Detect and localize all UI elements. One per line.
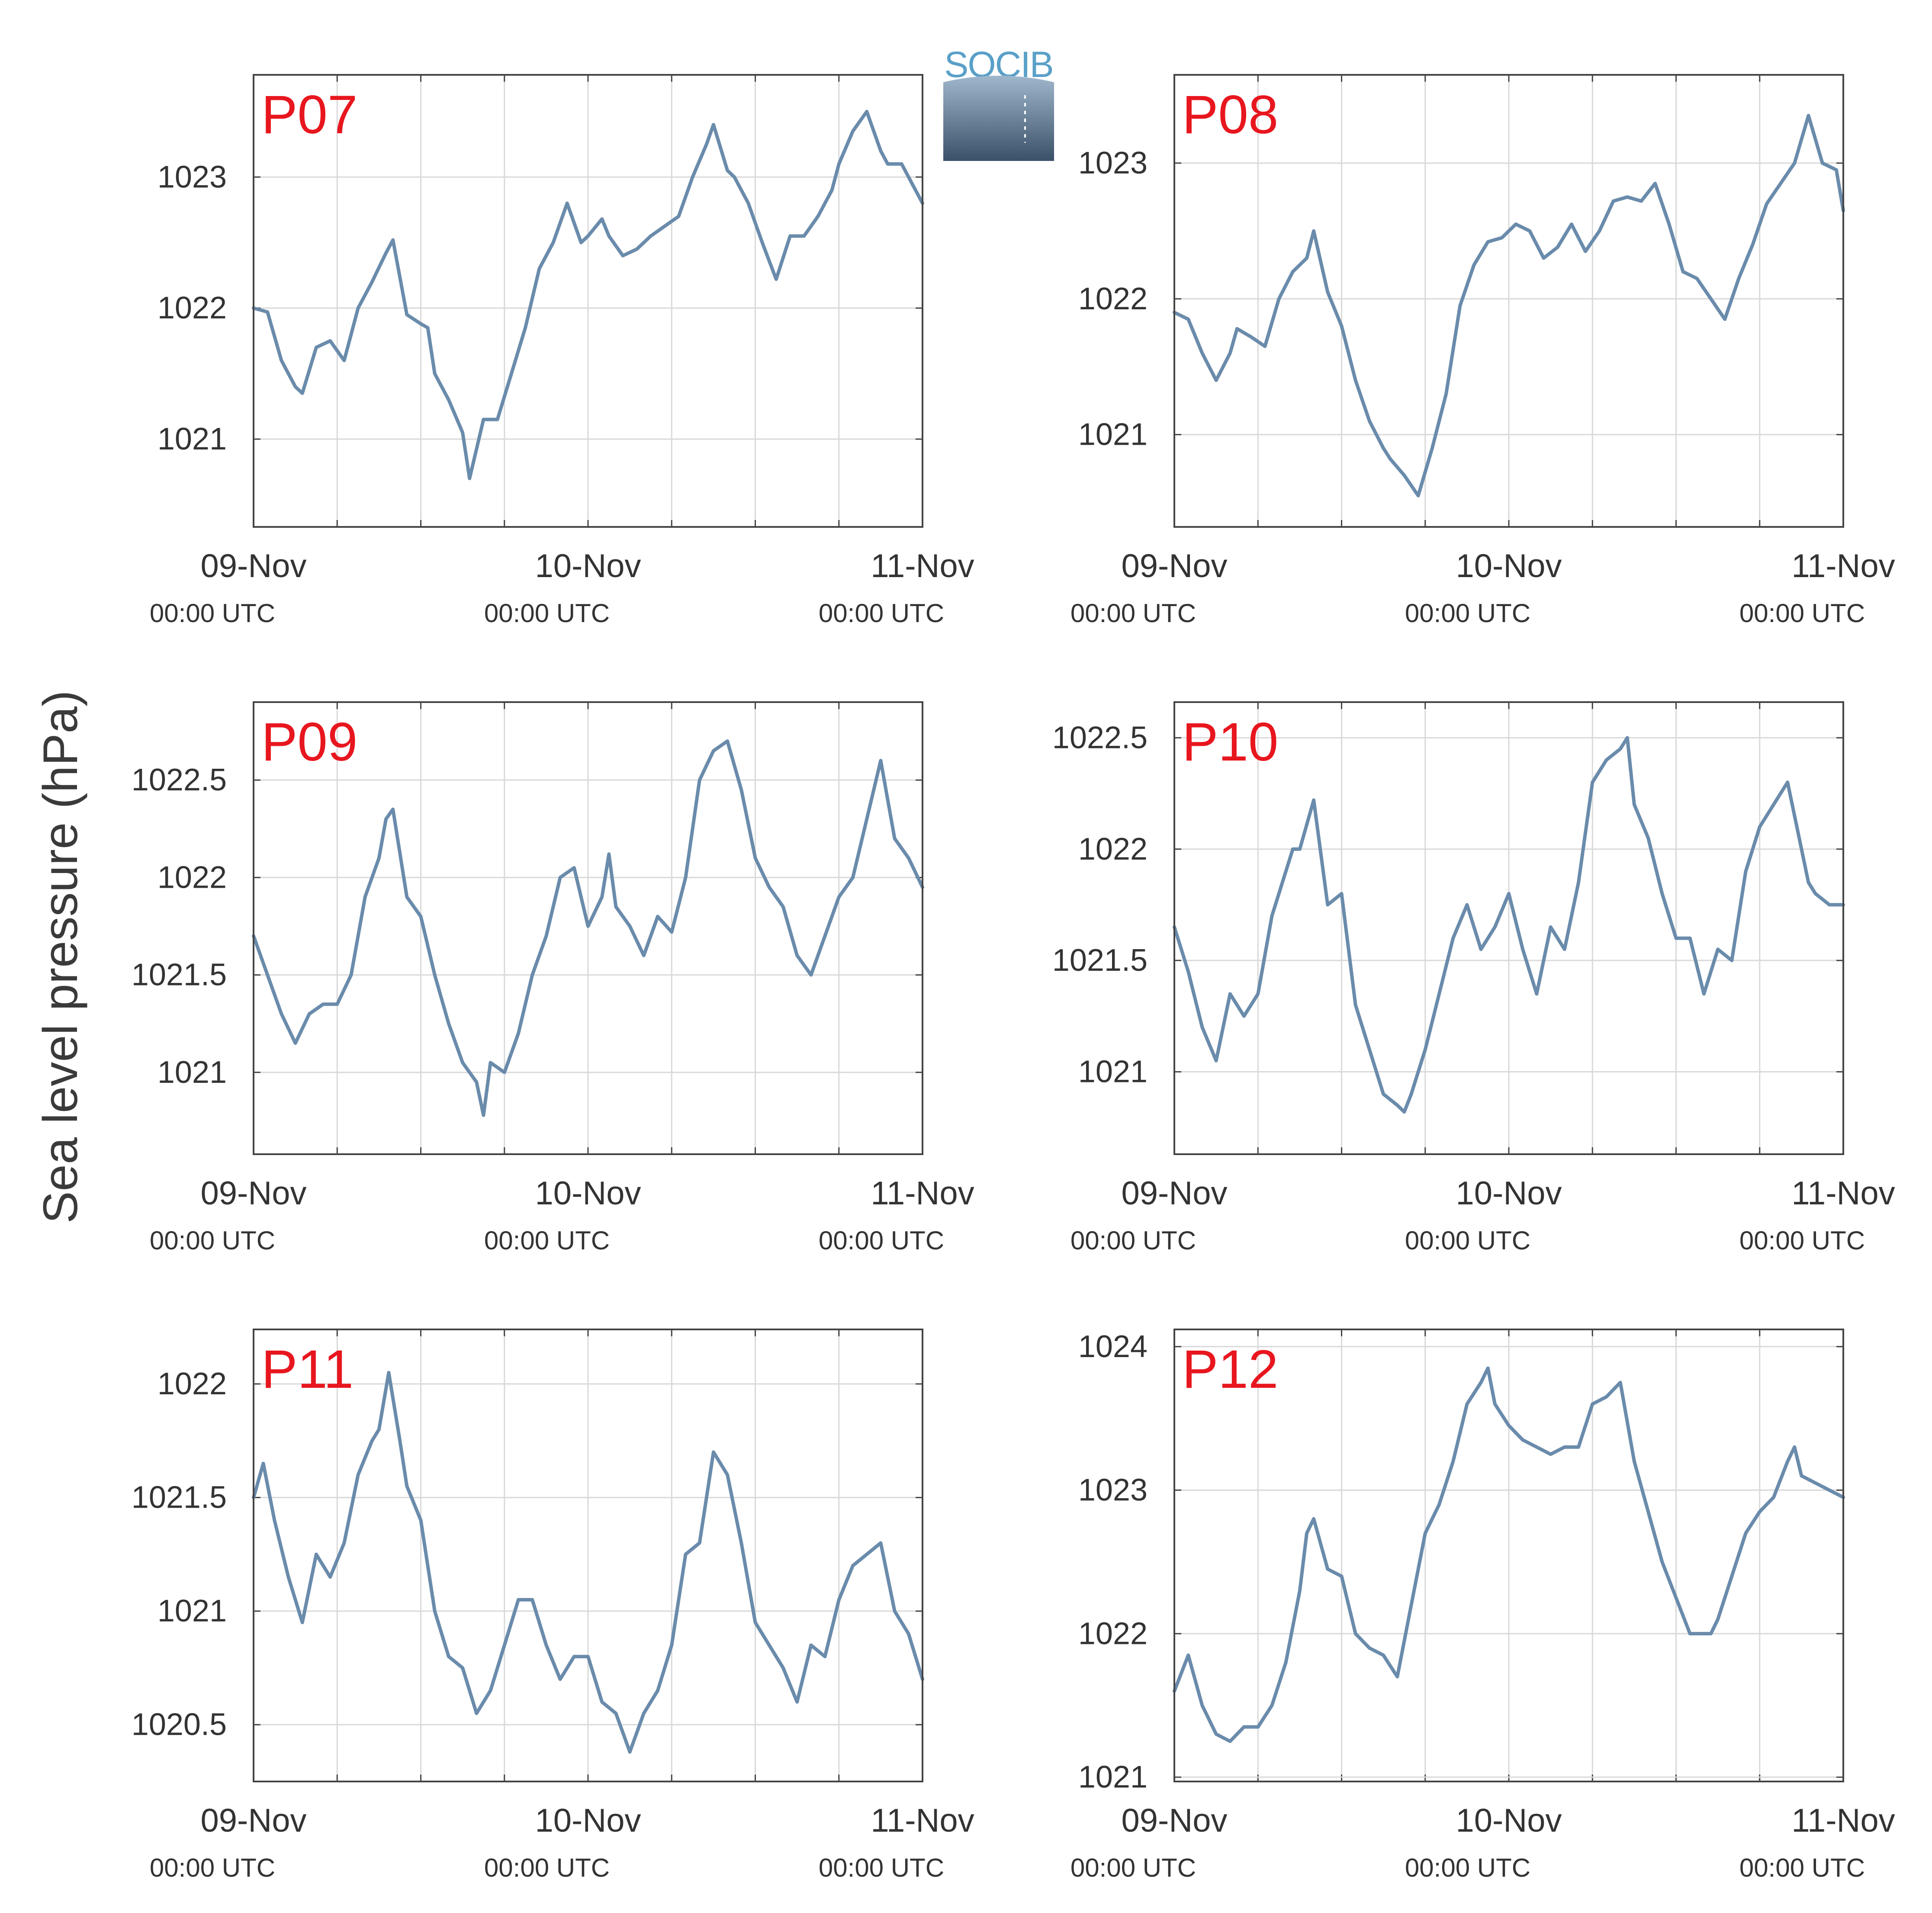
y-tick-label: 1021 [1078, 1055, 1148, 1089]
series-line-p08 [1173, 114, 1845, 498]
x-tick-label-time: 00:00 UTC [1739, 1853, 1865, 1882]
y-tick-label: 1020.5 [132, 1708, 227, 1742]
y-axis-title: Sea level pressure (hPa) [33, 690, 87, 1224]
y-tick-label: 1022.5 [1052, 720, 1148, 755]
station-label: P09 [261, 712, 357, 772]
y-tick-label: 1022 [1078, 282, 1148, 316]
x-tick-label-time: 00:00 UTC [819, 1853, 944, 1882]
station-label: P10 [1182, 712, 1278, 772]
x-tick-label-day: 10-Nov [535, 548, 641, 584]
x-tick-label-day: 10-Nov [535, 1175, 641, 1212]
y-tick-label: 1023 [158, 160, 227, 194]
y-tick-label: 1022.5 [132, 763, 227, 797]
y-tick-label: 1023 [1078, 1473, 1148, 1508]
logo-wave [943, 76, 1054, 161]
x-tick-label-time: 00:00 UTC [1405, 1226, 1530, 1255]
plot-frame [1173, 1329, 1844, 1782]
x-tick-label-day: 11-Nov [871, 1802, 974, 1839]
series-line-p12 [1173, 1366, 1845, 1743]
y-tick-label: 1021 [158, 1055, 227, 1090]
x-tick-label-day: 09-Nov [201, 548, 307, 584]
x-tick-label-time: 00:00 UTC [1070, 599, 1196, 628]
x-tick-label-time: 00:00 UTC [484, 599, 610, 628]
x-tick-label-day: 10-Nov [1456, 548, 1562, 584]
y-tick-label: 1021 [1078, 417, 1148, 452]
x-tick-label-time: 00:00 UTC [484, 1853, 610, 1882]
y-tick-label: 1022 [1078, 832, 1148, 867]
panel-p12: 1021 1022 1023 1024 09-Nov 00:00 UTC 10-Nov 00:… [1070, 1329, 1895, 1882]
series-line-p09 [252, 739, 924, 1117]
socib-logo: SOCIB [943, 44, 1054, 161]
x-tick-label-day: 11-Nov [871, 1175, 974, 1212]
x-tick-label-time: 00:00 UTC [1405, 1853, 1530, 1882]
x-tick-label-day: 10-Nov [1456, 1802, 1562, 1839]
y-tick-label: 1023 [1078, 146, 1148, 180]
station-label: P11 [261, 1339, 354, 1399]
plot-frame [253, 74, 923, 528]
x-tick-label-time: 00:00 UTC [150, 599, 275, 628]
x-tick-label-day: 09-Nov [201, 1802, 307, 1839]
y-tick-label: 1021 [158, 1594, 227, 1628]
y-tick-label: 1021.5 [132, 1480, 227, 1515]
y-tick-label: 1022 [1078, 1616, 1148, 1651]
panel-p09: 1021 1021.5 1022 1022.5 09-Nov 00:00 UTC 10-No… [132, 701, 974, 1255]
series-line-p11 [252, 1371, 924, 1754]
x-tick-label-day: 11-Nov [1791, 1175, 1895, 1212]
x-tick-label-time: 00:00 UTC [150, 1226, 275, 1255]
plot-frame [1173, 701, 1844, 1155]
y-tick-label: 1021 [158, 422, 227, 456]
x-tick-label-time: 00:00 UTC [819, 599, 944, 628]
x-tick-label-time: 00:00 UTC [150, 1853, 275, 1882]
station-label: P12 [1182, 1339, 1278, 1399]
panel-p10: 1021 1021.5 1022 1022.5 09-Nov 00:00 UTC 10-No… [1052, 701, 1895, 1255]
series-line-p10 [1173, 736, 1845, 1114]
panel-p11: 1020.5 1021 1021.5 1022 09-Nov 00:00 UTC 10-No… [132, 1329, 974, 1882]
station-label: P07 [261, 85, 357, 145]
x-tick-label-day: 10-Nov [1456, 1175, 1562, 1212]
x-tick-label-day: 11-Nov [1791, 548, 1895, 584]
x-tick-label-day: 10-Nov [535, 1802, 641, 1839]
y-tick-label: 1022 [158, 291, 227, 325]
x-tick-label-time: 00:00 UTC [1070, 1226, 1196, 1255]
plot-frame [1173, 74, 1844, 528]
panel-p07: 1021 1022 1023 09-Nov 00:00 UTC 10-Nov 00:00 U… [150, 74, 974, 628]
y-tick-label: 1021.5 [1052, 943, 1148, 978]
x-tick-label-time: 00:00 UTC [1739, 1226, 1865, 1255]
x-tick-label-day: 09-Nov [1122, 1802, 1228, 1839]
y-tick-label: 1022 [158, 1367, 227, 1401]
x-tick-label-time: 00:00 UTC [1739, 599, 1865, 628]
panel-p08: 1021 1022 1023 09-Nov 00:00 UTC 10-Nov 00:00 U… [1070, 74, 1895, 628]
plot-frame [253, 701, 923, 1155]
x-tick-label-time: 00:00 UTC [484, 1226, 610, 1255]
x-tick-label-day: 09-Nov [201, 1175, 307, 1212]
y-tick-label: 1021 [1078, 1760, 1148, 1794]
x-tick-label-day: 11-Nov [1791, 1802, 1895, 1839]
y-tick-label: 1021.5 [132, 958, 227, 992]
x-tick-label-time: 00:00 UTC [819, 1226, 944, 1255]
y-tick-label: 1024 [1078, 1329, 1148, 1364]
x-tick-label-day: 09-Nov [1122, 548, 1228, 584]
x-tick-label-day: 11-Nov [871, 548, 974, 584]
x-tick-label-day: 09-Nov [1122, 1175, 1228, 1212]
x-tick-label-time: 00:00 UTC [1405, 599, 1530, 628]
y-tick-label: 1022 [158, 860, 227, 895]
series-line-p07 [252, 109, 924, 480]
x-tick-label-time: 00:00 UTC [1070, 1853, 1196, 1882]
plot-frame [253, 1329, 923, 1782]
station-label: P08 [1182, 85, 1278, 145]
